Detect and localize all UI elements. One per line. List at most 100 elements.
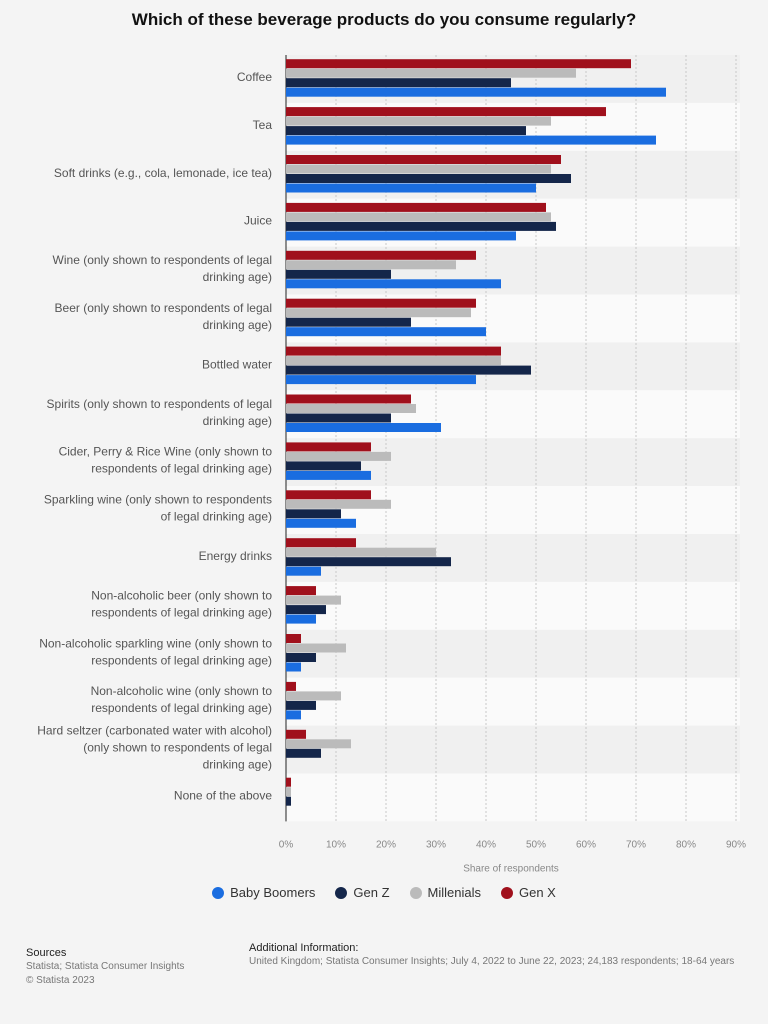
- chart-legend: Baby Boomers Gen Z Millenials Gen X: [0, 885, 768, 900]
- x-tick-label: 20%: [376, 839, 396, 850]
- bar-gen-x: [286, 729, 306, 739]
- bar-gen-z: [286, 557, 451, 567]
- category-label: Spirits (only shown to respondents of le…: [47, 397, 272, 411]
- category-label: Soft drinks (e.g., cola, lemonade, ice t…: [54, 166, 272, 180]
- legend-item-gen-x[interactable]: Gen X: [501, 885, 556, 900]
- bar-gen-x: [286, 155, 561, 164]
- bar-gen-x: [286, 346, 501, 356]
- bar-millenials: [286, 212, 551, 222]
- bar-millenials: [286, 164, 551, 174]
- legend-label: Gen Z: [353, 885, 390, 900]
- category-label: respondents of legal drinking age): [91, 653, 272, 667]
- bar-millenials: [286, 68, 576, 78]
- category-label: Non-alcoholic wine (only shown to: [91, 684, 273, 698]
- sources-line-2: © Statista 2023: [26, 975, 95, 986]
- bar-gen-x: [286, 634, 301, 643]
- x-tick-label: 70%: [626, 839, 646, 850]
- category-label: Coffee: [237, 70, 272, 84]
- bar-millenials: [286, 787, 291, 797]
- category-label: Cider, Perry & Rice Wine (only shown to: [59, 445, 273, 459]
- bar-baby-boomers: [286, 614, 316, 624]
- additional-info-text: United Kingdom; Statista Consumer Insigh…: [249, 956, 735, 967]
- legend-item-baby-boomers[interactable]: Baby Boomers: [212, 885, 315, 900]
- bar-gen-z: [286, 269, 391, 279]
- x-tick-label: 50%: [526, 839, 546, 850]
- bar-millenials: [286, 547, 436, 557]
- bar-gen-x: [286, 442, 371, 452]
- bar-gen-x: [286, 202, 546, 212]
- bar-gen-z: [286, 365, 531, 375]
- legend-swatch: [501, 886, 513, 899]
- bar-gen-z: [286, 126, 526, 136]
- x-tick-label: 30%: [426, 839, 446, 850]
- bar-millenials: [286, 691, 341, 701]
- bar-baby-boomers: [286, 470, 371, 480]
- category-label: Juice: [244, 214, 272, 228]
- category-label: respondents of legal drinking age): [91, 462, 272, 476]
- category-label: respondents of legal drinking age): [91, 605, 272, 619]
- x-tick-label: 40%: [476, 839, 496, 850]
- legend-swatch: [335, 886, 348, 899]
- bar-baby-boomers: [286, 231, 516, 241]
- bar-gen-z: [286, 221, 556, 231]
- bar-gen-x: [286, 59, 631, 69]
- bar-baby-boomers: [286, 423, 441, 432]
- bar-millenials: [286, 260, 456, 270]
- bar-gen-z: [286, 605, 326, 615]
- bar-baby-boomers: [286, 375, 476, 385]
- bar-gen-z: [286, 413, 391, 423]
- row-band: [286, 773, 740, 822]
- category-label: drinking age): [203, 270, 272, 284]
- bar-baby-boomers: [286, 183, 536, 193]
- legend-swatch: [409, 886, 422, 899]
- bar-baby-boomers: [286, 710, 301, 720]
- legend-item-millenials[interactable]: Millenials: [409, 885, 481, 900]
- chart-title: Which of these beverage products do you …: [131, 10, 637, 29]
- bar-gen-x: [286, 777, 291, 787]
- bar-baby-boomers: [286, 87, 666, 97]
- bar-gen-z: [286, 461, 361, 471]
- bar-millenials: [286, 739, 351, 749]
- bar-millenials: [286, 308, 471, 318]
- legend-label: Baby Boomers: [230, 885, 316, 900]
- bar-baby-boomers: [286, 518, 356, 528]
- bar-millenials: [286, 643, 346, 653]
- bar-gen-x: [286, 586, 316, 596]
- x-tick-label: 80%: [676, 839, 696, 850]
- category-label: Non-alcoholic sparkling wine (only shown…: [39, 636, 272, 650]
- bar-baby-boomers: [286, 566, 321, 576]
- bar-gen-x: [286, 250, 476, 260]
- bar-baby-boomers: [286, 327, 486, 337]
- category-label: Wine (only shown to respondents of legal: [53, 253, 272, 267]
- legend-label: Millenials: [427, 885, 481, 900]
- additional-info-block: Additional Information: United Kingdom; …: [249, 941, 734, 969]
- bar-millenials: [286, 404, 416, 413]
- additional-info-heading: Additional Information:: [249, 942, 359, 954]
- row-band: [286, 581, 740, 630]
- x-tick-label: 90%: [726, 839, 746, 850]
- bar-gen-z: [286, 748, 321, 758]
- legend-label: Gen X: [519, 885, 556, 900]
- bar-gen-z: [286, 700, 316, 710]
- category-label: Bottled water: [202, 357, 272, 371]
- bar-gen-x: [286, 490, 371, 500]
- category-label: of legal drinking age): [161, 510, 272, 524]
- category-label: Beer (only shown to respondents of legal: [55, 301, 272, 315]
- bar-gen-x: [286, 681, 296, 691]
- bar-millenials: [286, 116, 551, 126]
- x-tick-label: 10%: [326, 839, 346, 850]
- bar-millenials: [286, 499, 391, 509]
- bar-gen-x: [286, 298, 476, 308]
- bar-millenials: [286, 356, 501, 366]
- bar-millenials: [286, 451, 391, 461]
- row-band: [286, 677, 740, 726]
- legend-item-gen-z[interactable]: Gen Z: [335, 885, 390, 900]
- bar-gen-z: [286, 174, 571, 183]
- category-label: drinking age): [203, 758, 272, 772]
- category-label: drinking age): [203, 414, 272, 428]
- category-label: (only shown to respondents of legal: [83, 741, 272, 755]
- bar-gen-z: [286, 317, 411, 327]
- bar-chart: 0% 10% 20% 30% 40% 50% 60% 70% 80% 90% Share of re…: [37, 55, 746, 874]
- sources-heading: Sources: [26, 947, 67, 959]
- category-label: Non-alcoholic beer (only shown to: [91, 588, 272, 602]
